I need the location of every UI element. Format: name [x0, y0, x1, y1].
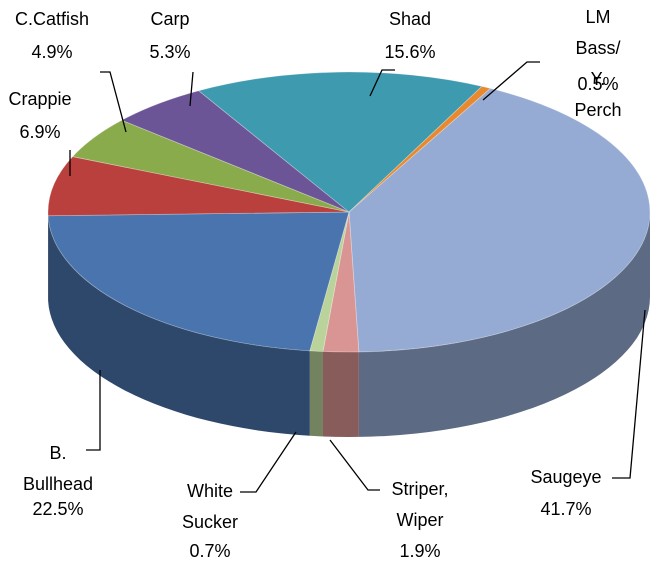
slice [348, 85, 492, 213]
value-label: 6.9% [19, 122, 61, 142]
category-label: Striper, Wiper [391, 479, 449, 530]
slice [47, 211, 350, 352]
leader-line [369, 69, 395, 97]
value-label: 5.3% [149, 42, 191, 62]
category-label: White Sucker [181, 481, 239, 532]
slice [348, 87, 651, 353]
leader-line [189, 71, 194, 107]
slice [309, 211, 350, 352]
slice-side [309, 350, 323, 437]
value-label: 22.5% [32, 499, 84, 519]
value-label: 41.7% [540, 499, 592, 519]
value-label: 0.7% [189, 541, 231, 561]
slice [47, 156, 350, 217]
value-label: 1.9% [399, 541, 441, 561]
leader-line [612, 309, 646, 479]
slice-side [48, 215, 310, 436]
category-label: B. Bullhead [22, 443, 94, 494]
leader-line [86, 370, 101, 451]
category-label: LM Bass/ Y. Perch [574, 7, 622, 120]
slice [322, 211, 360, 353]
value-label: 0.5% [577, 74, 619, 94]
leader-line [482, 61, 540, 101]
slice [197, 71, 483, 213]
value-label: 15.6% [384, 42, 436, 62]
category-label: C.Catfish [14, 9, 90, 29]
slice-side [358, 212, 650, 437]
slice [120, 90, 350, 213]
leader-line [329, 439, 380, 491]
slice-side [322, 351, 359, 437]
leader-line [100, 71, 127, 133]
category-label: Saugeye [530, 467, 602, 487]
category-label: Crappie [8, 89, 72, 109]
value-label: 4.9% [31, 42, 73, 62]
category-label: Shad [388, 9, 432, 29]
slice [71, 119, 350, 213]
leader-line [240, 431, 297, 493]
category-label: Carp [150, 9, 190, 29]
